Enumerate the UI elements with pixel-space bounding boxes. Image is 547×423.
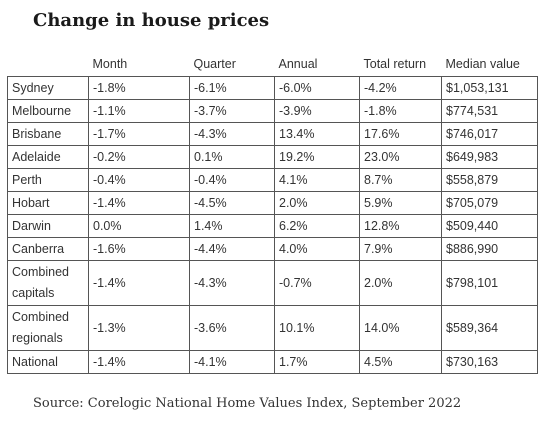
page-title: Change in house prices [33, 10, 270, 31]
cell-city: National [7, 350, 89, 374]
cell-total-return: -1.8% [359, 99, 442, 123]
cell-median-value: $1,053,131 [441, 76, 538, 100]
cell-total-return: 8.7% [359, 168, 442, 192]
cell-median-value: $730,163 [441, 350, 538, 374]
cell-month: -0.4% [88, 168, 190, 192]
cell-city: Darwin [7, 214, 89, 238]
cell-month: -1.4% [88, 191, 190, 215]
cell-quarter: -3.6% [189, 305, 275, 351]
cell-city: Hobart [7, 191, 89, 215]
cell-median-value: $798,101 [441, 260, 538, 306]
cell-annual: 19.2% [274, 145, 360, 169]
cell-median-value: $558,879 [441, 168, 538, 192]
cell-quarter: -4.3% [189, 260, 275, 306]
cell-city: Perth [7, 168, 89, 192]
cell-total-return: 14.0% [359, 305, 442, 351]
cell-total-return: -4.2% [359, 76, 442, 100]
cell-total-return: 17.6% [359, 122, 442, 146]
cell-median-value: $649,983 [441, 145, 538, 169]
table-row: Canberra -1.6% -4.4% 4.0% 7.9% $886,990 [7, 237, 538, 261]
cell-city: Combined capitals [7, 260, 89, 306]
cell-city: Adelaide [7, 145, 89, 169]
table-header-row: Month Quarter Annual Total return Median… [8, 52, 538, 77]
cell-city: Sydney [7, 76, 89, 100]
cell-annual: -3.9% [274, 99, 360, 123]
header-city [8, 52, 89, 77]
cell-city: Melbourne [7, 99, 89, 123]
cell-month: -0.2% [88, 145, 190, 169]
table-row: Adelaide -0.2% 0.1% 19.2% 23.0% $649,983 [7, 145, 538, 169]
cell-annual: 6.2% [274, 214, 360, 238]
cell-month: -1.4% [88, 260, 190, 306]
cell-median-value: $509,440 [441, 214, 538, 238]
table-row: Combined capitals -1.4% -4.3% -0.7% 2.0%… [7, 260, 538, 306]
cell-annual: 4.0% [274, 237, 360, 261]
cell-quarter: -3.7% [189, 99, 275, 123]
cell-annual: 4.1% [274, 168, 360, 192]
cell-median-value: $746,017 [441, 122, 538, 146]
table-row: Melbourne -1.1% -3.7% -3.9% -1.8% $774,5… [7, 99, 538, 123]
header-total-return: Total return [363, 57, 427, 71]
cell-total-return: 12.8% [359, 214, 442, 238]
cell-quarter: -6.1% [189, 76, 275, 100]
table-row: Brisbane -1.7% -4.3% 13.4% 17.6% $746,01… [7, 122, 538, 146]
cell-month: -1.7% [88, 122, 190, 146]
cell-quarter: 0.1% [189, 145, 275, 169]
cell-total-return: 23.0% [359, 145, 442, 169]
cell-median-value: $589,364 [441, 305, 538, 351]
header-annual: Annual [278, 57, 318, 71]
cell-total-return: 4.5% [359, 350, 442, 374]
cell-median-value: $886,990 [441, 237, 538, 261]
header-median-value: Median value [445, 57, 520, 71]
table-row: Hobart -1.4% -4.5% 2.0% 5.9% $705,079 [7, 191, 538, 215]
cell-annual: -6.0% [274, 76, 360, 100]
source-caption: Source: Corelogic National Home Values I… [33, 396, 462, 411]
header-month: Month [92, 57, 128, 71]
header-quarter: Quarter [193, 57, 236, 71]
cell-quarter: -0.4% [189, 168, 275, 192]
cell-month: -1.3% [88, 305, 190, 351]
cell-month: -1.4% [88, 350, 190, 374]
house-prices-table: Month Quarter Annual Total return Median… [7, 52, 538, 374]
cell-month: -1.6% [88, 237, 190, 261]
table-row: National -1.4% -4.1% 1.7% 4.5% $730,163 [7, 350, 538, 374]
cell-month: -1.8% [88, 76, 190, 100]
cell-annual: 1.7% [274, 350, 360, 374]
cell-city: Combined regionals [7, 305, 89, 351]
table-row: Sydney -1.8% -6.1% -6.0% -4.2% $1,053,13… [7, 76, 538, 100]
cell-annual: 10.1% [274, 305, 360, 351]
cell-quarter: -4.3% [189, 122, 275, 146]
cell-city: Canberra [7, 237, 89, 261]
cell-city: Brisbane [7, 122, 89, 146]
cell-month: 0.0% [88, 214, 190, 238]
cell-annual: 13.4% [274, 122, 360, 146]
table-row: Combined regionals -1.3% -3.6% 10.1% 14.… [7, 305, 538, 351]
cell-median-value: $705,079 [441, 191, 538, 215]
table-row: Perth -0.4% -0.4% 4.1% 8.7% $558,879 [7, 168, 538, 192]
table-row: Darwin 0.0% 1.4% 6.2% 12.8% $509,440 [7, 214, 538, 238]
cell-month: -1.1% [88, 99, 190, 123]
cell-annual: -0.7% [274, 260, 360, 306]
cell-annual: 2.0% [274, 191, 360, 215]
cell-quarter: 1.4% [189, 214, 275, 238]
cell-quarter: -4.4% [189, 237, 275, 261]
cell-median-value: $774,531 [441, 99, 538, 123]
cell-total-return: 5.9% [359, 191, 442, 215]
cell-total-return: 2.0% [359, 260, 442, 306]
cell-quarter: -4.1% [189, 350, 275, 374]
cell-total-return: 7.9% [359, 237, 442, 261]
cell-quarter: -4.5% [189, 191, 275, 215]
